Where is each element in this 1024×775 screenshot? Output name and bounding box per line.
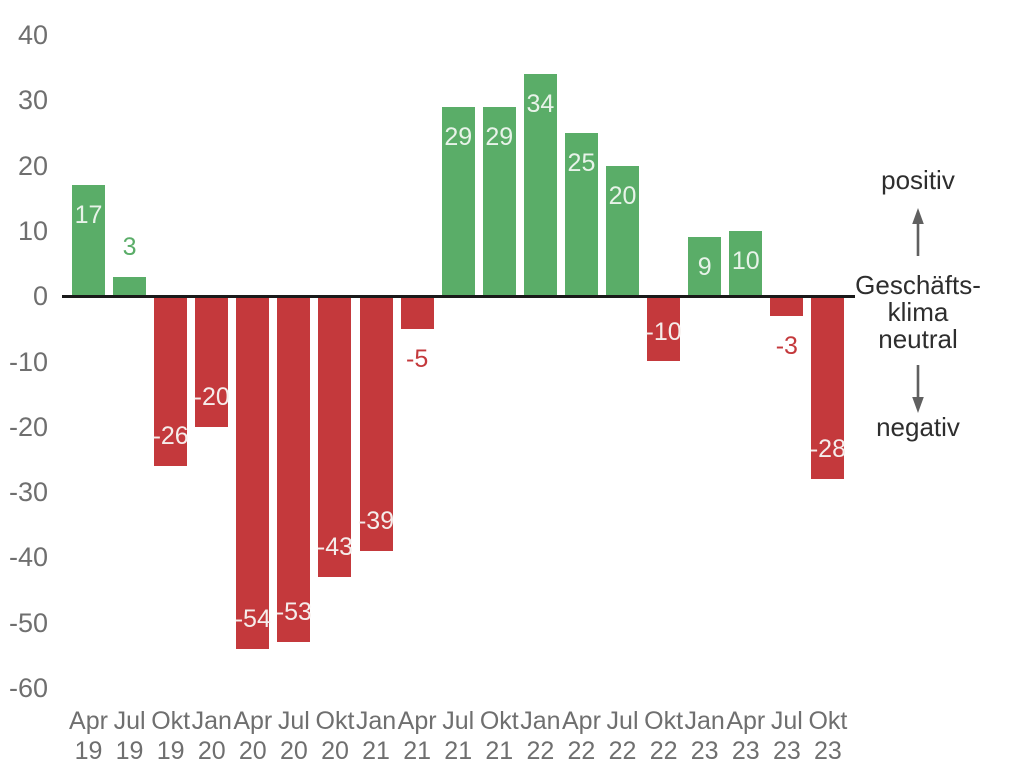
bar-value-label: 9 <box>697 253 712 282</box>
zero-axis-line <box>62 294 855 298</box>
bar-value-label: 25 <box>567 148 596 177</box>
x-tick-label: Okt 20 <box>315 707 355 765</box>
x-tick-label: Okt 22 <box>644 707 684 765</box>
x-tick-label: Okt 19 <box>151 707 191 765</box>
bar <box>729 230 763 297</box>
x-tick-label: Jul 23 <box>770 707 803 765</box>
climate-scale-annotation: positiv Geschäfts- klima neutral negativ <box>843 160 993 460</box>
x-tick-label: Jul 22 <box>606 707 639 765</box>
bar <box>647 296 681 362</box>
bar-value-label: -10 <box>645 317 682 346</box>
bar <box>400 296 434 329</box>
y-tick-label: -60 <box>8 673 48 703</box>
bar <box>72 185 105 297</box>
x-tick-label: Jan 21 <box>355 707 397 765</box>
bar-value-label: 20 <box>608 181 637 210</box>
bar-value-label: -20 <box>193 382 230 411</box>
x-tick-label: Jan 20 <box>191 707 232 765</box>
bar-value-label: -43 <box>316 532 354 561</box>
y-tick-label: -50 <box>8 607 48 638</box>
bar-value-label: 29 <box>444 122 473 151</box>
bar <box>688 237 722 297</box>
y-tick-label: -40 <box>8 542 48 573</box>
y-tick-label: -20 <box>8 411 48 442</box>
bar <box>236 296 270 649</box>
x-tick-label: Jul 21 <box>442 707 475 765</box>
bar-value-label: 17 <box>74 201 103 230</box>
y-tick-label: -30 <box>8 477 48 508</box>
bar-value-label: -53 <box>275 598 312 627</box>
bar <box>441 106 475 297</box>
bar-value-label: -28 <box>809 435 846 464</box>
bar-value-label: -26 <box>152 421 189 450</box>
x-tick-label: Apr 22 <box>561 707 601 765</box>
bar <box>811 296 845 480</box>
x-tick-label: Apr 19 <box>69 707 108 765</box>
bar-value-label: 3 <box>122 232 137 261</box>
x-tick-label: Jan 22 <box>520 707 561 765</box>
x-tick-label: Apr 23 <box>726 707 766 765</box>
y-tick-label: 10 <box>17 215 48 246</box>
bar-value-label: 29 <box>485 122 514 151</box>
bar-value-label: 34 <box>526 90 555 119</box>
x-tick-label: Jul 19 <box>113 707 146 765</box>
y-tick-label: 0 <box>32 281 48 312</box>
bar <box>606 165 640 297</box>
scale-label-line1: Geschäfts- <box>855 270 981 300</box>
bar <box>523 74 557 297</box>
up-arrow-icon <box>912 208 924 256</box>
y-tick-label: 40 <box>17 20 48 50</box>
y-tick-label: 20 <box>17 150 48 181</box>
down-arrow-icon <box>912 365 924 413</box>
bar <box>154 296 188 466</box>
scale-label-line2: klima <box>887 297 949 327</box>
bar <box>482 106 516 297</box>
x-tick-label: Okt 23 <box>808 707 848 765</box>
bar <box>277 296 311 643</box>
bar-value-label: 10 <box>731 246 760 275</box>
bar-value-label: -54 <box>234 604 271 633</box>
bar <box>359 296 393 551</box>
bar <box>113 276 147 297</box>
bar <box>770 296 804 316</box>
bar-value-label: -39 <box>357 506 395 535</box>
y-tick-label: 30 <box>17 85 48 116</box>
scale-label-line3: neutral <box>878 324 958 354</box>
bar-value-label: -3 <box>775 331 798 360</box>
positive-label: positiv <box>881 165 955 195</box>
x-tick-label: Okt 21 <box>479 707 519 765</box>
bar-value-label: -5 <box>406 344 429 373</box>
bar <box>564 132 598 297</box>
x-tick-label: Apr 21 <box>397 707 437 765</box>
negative-label: negativ <box>876 412 960 442</box>
y-tick-label: -10 <box>8 346 48 377</box>
x-tick-label: Jul 20 <box>277 707 310 765</box>
bar <box>318 296 352 577</box>
x-tick-label: Apr 20 <box>233 707 273 765</box>
bar <box>195 296 229 427</box>
x-tick-label: Jan 23 <box>684 707 725 765</box>
